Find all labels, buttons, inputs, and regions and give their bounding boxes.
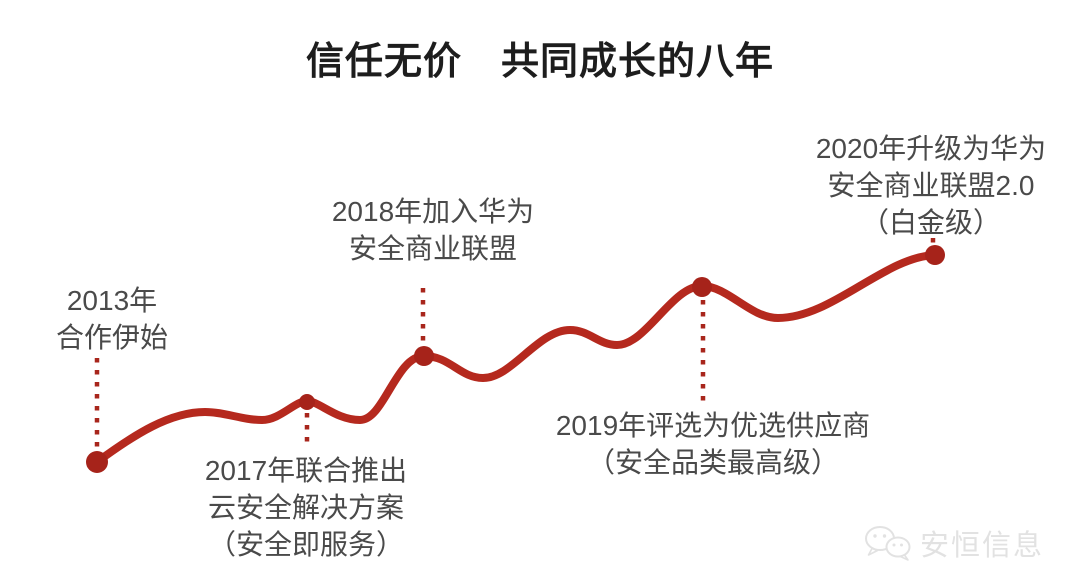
milestone-label-line: 2013年 [66,285,158,316]
wechat-icon [864,526,911,561]
watermark-text: 安恒信息 [919,530,1044,562]
milestone-dot-2019 [692,277,712,297]
milestone-label-line: 安全商业联盟2.0 [827,170,1035,201]
milestone-label-line: 云安全解决方案 [207,492,405,523]
milestone-label-line: 2018年加入华为 [331,196,535,227]
milestone-label-line: 合作伊始 [55,322,169,353]
timeline-curve [93,251,939,466]
milestone-label-2013: 2013年 合作伊始 [56,282,168,356]
milestone-dot-2020 [925,245,945,265]
milestone-label-2019: 2019年评选为优选供应商 （安全品类最高级） [556,407,870,481]
milestone-label-2018: 2018年加入华为 安全商业联盟 [332,193,534,267]
milestone-label-line: （白金级） [860,207,1002,238]
milestone-dot-2013 [86,451,108,473]
milestone-label-line: （安全品类最高级） [586,447,840,478]
milestone-label-line: 2019年评选为优选供应商 [555,410,871,441]
watermark: 安恒信息 [863,522,1044,564]
milestone-label-line: 2020年升级为华为 [815,133,1047,164]
milestone-label-2017: 2017年联合推出 云安全解决方案 （安全即服务） [205,452,407,563]
milestone-dot-2018 [414,346,434,366]
milestone-label-line: 2017年联合推出 [204,455,408,486]
milestone-label-2020: 2020年升级为华为 安全商业联盟2.0 （白金级） [816,130,1046,241]
milestone-label-line: （安全即服务） [207,529,405,560]
page-title: 信任无价 共同成长的八年 [305,41,774,83]
milestone-dot-2017 [299,394,315,410]
milestone-label-line: 安全商业联盟 [348,233,518,264]
